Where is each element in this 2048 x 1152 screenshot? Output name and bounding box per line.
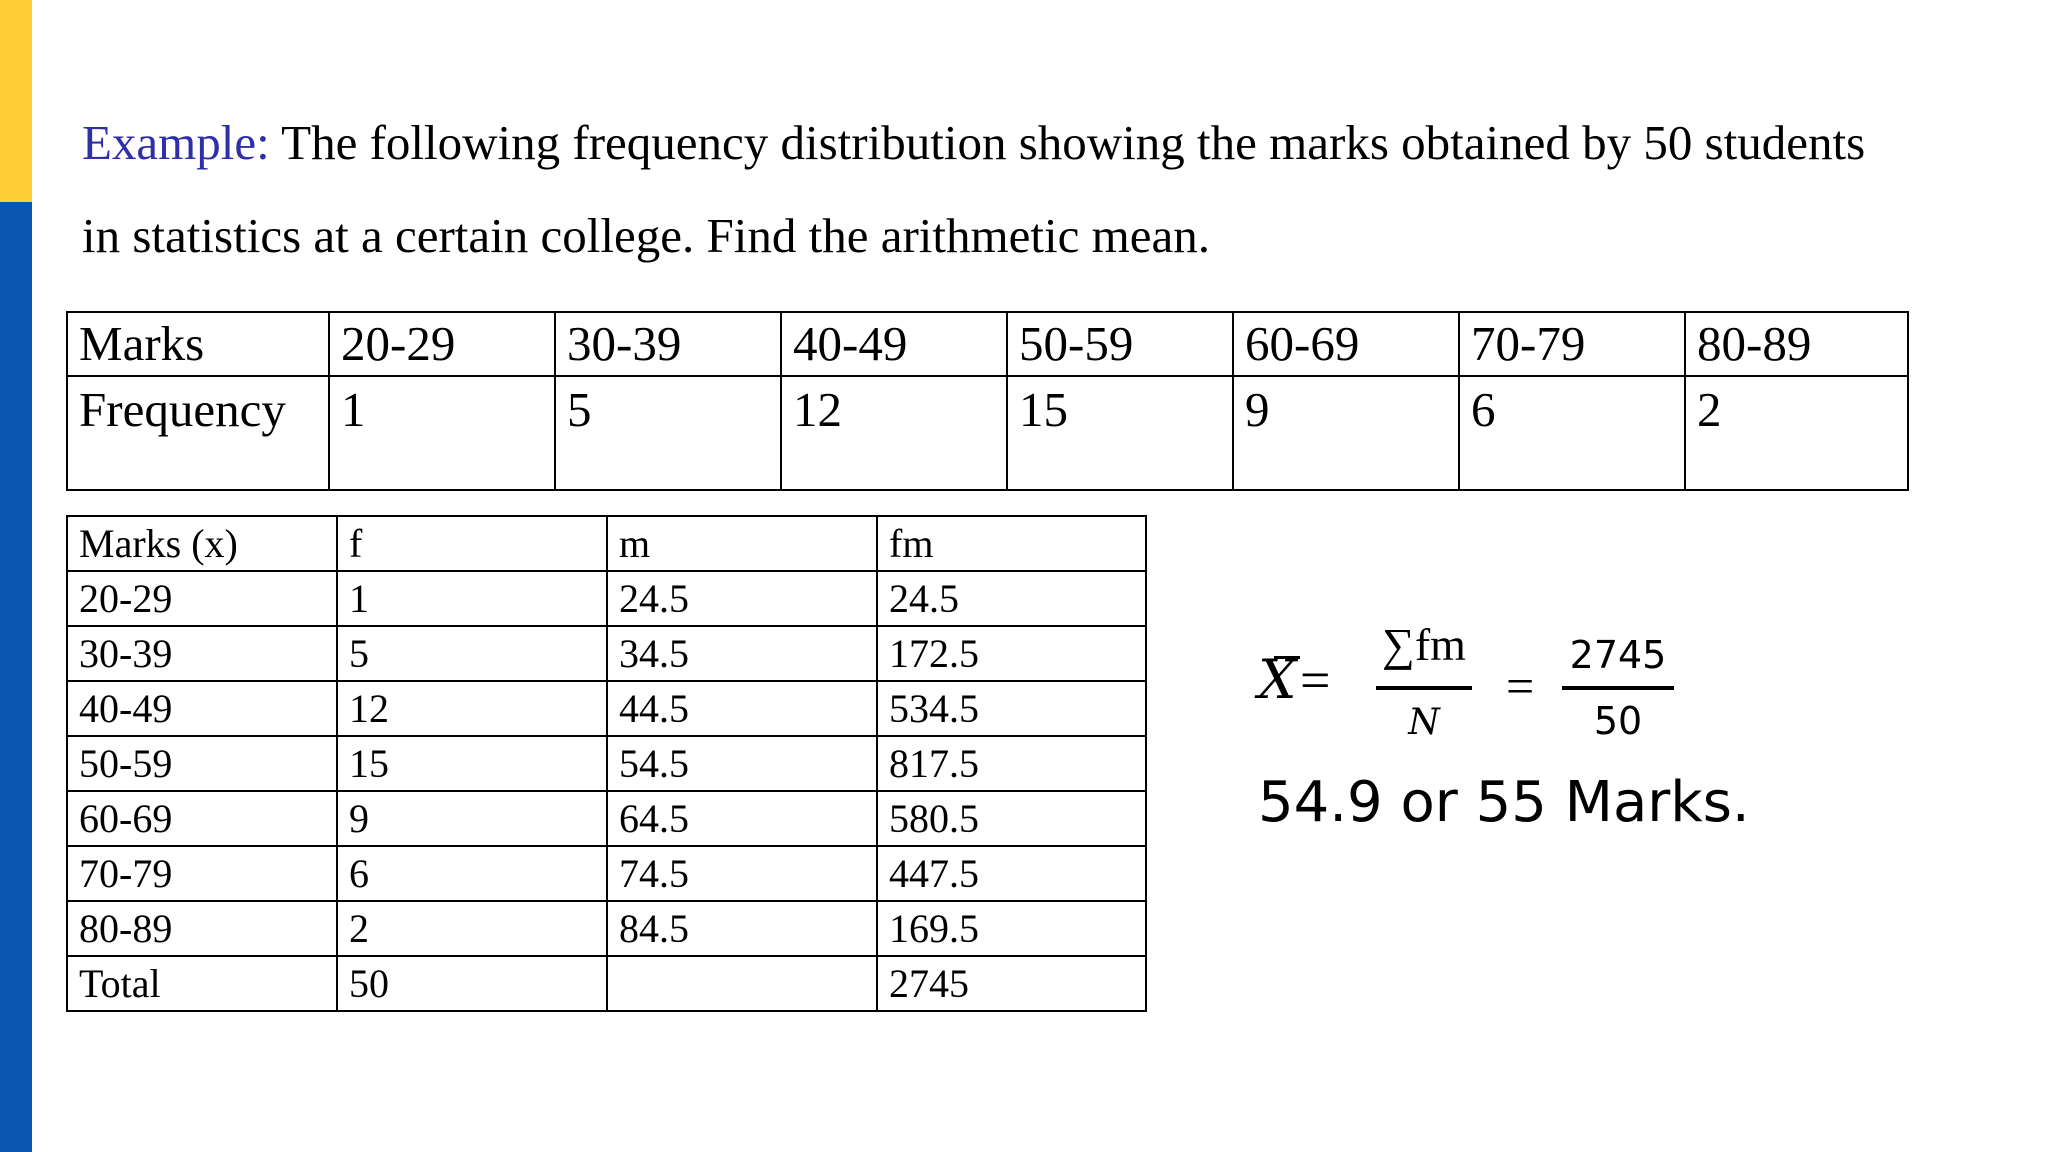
header-m: m [606, 515, 878, 572]
class-cell: 80-89 [1684, 311, 1909, 377]
calc-cell-marks: 30-39 [66, 625, 338, 682]
problem-text-2: in statistics at a certain college. Find… [82, 208, 1210, 263]
result-text: 54.9 or 55 Marks. [1258, 770, 1750, 835]
calc-cell-fm: 172.5 [876, 625, 1147, 682]
frequency-distribution-table: Marks 20-29 30-39 40-49 50-59 60-69 70-7… [66, 311, 1909, 491]
frequency-cell: 12 [780, 375, 1008, 491]
class-cell: 40-49 [780, 311, 1008, 377]
numerator-value: 2745 [1569, 633, 1667, 677]
calc-cell-f: 12 [336, 680, 608, 737]
header-fm: fm [876, 515, 1147, 572]
total-label: Total [66, 955, 338, 1012]
calc-row: 50-59 15 54.5 817.5 [66, 735, 1147, 792]
problem-text-1: The following frequency distribution sho… [269, 115, 1866, 170]
class-cell: 20-29 [328, 311, 556, 377]
calc-cell-fm: 580.5 [876, 790, 1147, 847]
calc-row: 60-69 9 64.5 580.5 [66, 790, 1147, 847]
class-cell: 60-69 [1232, 311, 1460, 377]
denominator-value: 50 [1593, 699, 1643, 743]
fraction-bar [1376, 686, 1472, 690]
calc-cell-m: 64.5 [606, 790, 878, 847]
calc-cell-m: 54.5 [606, 735, 878, 792]
mean-overbar [1274, 656, 1300, 659]
calc-cell-marks: 70-79 [66, 845, 338, 902]
calc-row: 70-79 6 74.5 447.5 [66, 845, 1147, 902]
fraction-bar [1562, 686, 1674, 690]
calc-cell-fm: 817.5 [876, 735, 1147, 792]
calc-cell-fm: 24.5 [876, 570, 1147, 627]
formula-denominator: N [1408, 702, 1440, 743]
calc-cell-m: 34.5 [606, 625, 878, 682]
frequency-row: Frequency 1 5 12 15 9 6 2 [66, 375, 1909, 491]
frequency-cell: 2 [1684, 375, 1909, 491]
calc-row: 30-39 5 34.5 172.5 [66, 625, 1147, 682]
calc-cell-m: 74.5 [606, 845, 878, 902]
calc-cell-f: 2 [336, 900, 608, 957]
calc-row: 20-29 1 24.5 24.5 [66, 570, 1147, 627]
calc-header-row: Marks (x) f m fm [66, 515, 1147, 572]
frequency-cell: 15 [1006, 375, 1234, 491]
frequency-cell: 6 [1458, 375, 1686, 491]
frequency-cell: 1 [328, 375, 556, 491]
frequency-cell: 9 [1232, 375, 1460, 491]
calc-row: 80-89 2 84.5 169.5 [66, 900, 1147, 957]
frequency-cell: 5 [554, 375, 782, 491]
formula-numerator: ∑fm [1382, 619, 1466, 670]
calculation-table: Marks (x) f m fm 20-29 1 24.5 24.5 30-39… [66, 515, 1147, 1012]
problem-statement: Example: The following frequency distrib… [82, 96, 2012, 282]
header-f: f [336, 515, 608, 572]
calc-cell-marks: 50-59 [66, 735, 338, 792]
accent-bar-blue [0, 202, 32, 1152]
calc-cell-m: 44.5 [606, 680, 878, 737]
calc-cell-f: 5 [336, 625, 608, 682]
mean-formula: X = ∑fm N = 2745 50 [1258, 620, 1718, 760]
calc-cell-fm: 534.5 [876, 680, 1147, 737]
marks-row: Marks 20-29 30-39 40-49 50-59 60-69 70-7… [66, 311, 1909, 377]
calc-cell-marks: 60-69 [66, 790, 338, 847]
calc-total-row: Total 50 2745 [66, 955, 1147, 1012]
problem-line-1: Example: The following frequency distrib… [82, 96, 2012, 189]
class-cell: 30-39 [554, 311, 782, 377]
calc-cell-f: 6 [336, 845, 608, 902]
total-f: 50 [336, 955, 608, 1012]
calc-cell-m: 24.5 [606, 570, 878, 627]
calc-row: 40-49 12 44.5 534.5 [66, 680, 1147, 737]
mean-symbol: X [1258, 648, 1297, 711]
calc-cell-f: 1 [336, 570, 608, 627]
example-label: Example: [82, 115, 270, 170]
calc-cell-f: 9 [336, 790, 608, 847]
calc-cell-m: 84.5 [606, 900, 878, 957]
calc-cell-fm: 169.5 [876, 900, 1147, 957]
calc-cell-f: 15 [336, 735, 608, 792]
calc-cell-fm: 447.5 [876, 845, 1147, 902]
equals-sign: = [1300, 650, 1331, 710]
total-fm: 2745 [876, 955, 1147, 1012]
calc-cell-marks: 80-89 [66, 900, 338, 957]
header-marks-x: Marks (x) [66, 515, 338, 572]
calc-cell-marks: 40-49 [66, 680, 338, 737]
accent-bar-yellow [0, 0, 32, 202]
total-m [606, 955, 878, 1012]
class-cell: 50-59 [1006, 311, 1234, 377]
frequency-header: Frequency [66, 375, 330, 491]
equals-sign: = [1506, 658, 1535, 714]
calc-cell-marks: 20-29 [66, 570, 338, 627]
class-cell: 70-79 [1458, 311, 1686, 377]
marks-header: Marks [66, 311, 330, 377]
